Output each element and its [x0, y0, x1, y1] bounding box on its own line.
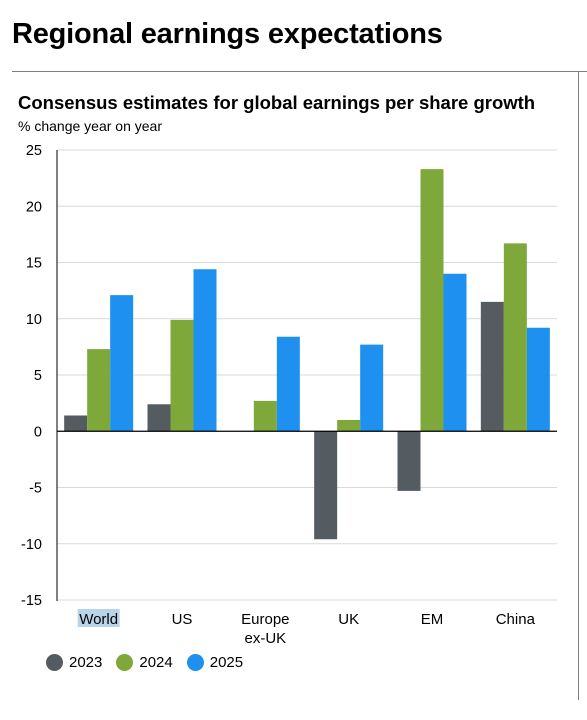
y-tick-label: -15 — [21, 593, 42, 609]
bar-2023-1 — [147, 404, 171, 432]
x-category-label: Europe — [241, 611, 289, 628]
y-tick-label: 25 — [26, 143, 42, 159]
y-tick-label: -10 — [21, 537, 42, 553]
bar-2024-0 — [87, 349, 111, 432]
legend-label: 2025 — [209, 654, 244, 671]
category-highlight — [77, 609, 120, 627]
bar-2025-5 — [526, 327, 550, 432]
x-category-label: China — [496, 611, 536, 628]
bar-2025-2 — [276, 336, 300, 432]
legend-dot — [116, 654, 134, 671]
legend-label: 2023 — [69, 654, 103, 671]
bar-2025-1 — [193, 269, 217, 432]
bar-2025-4 — [443, 273, 467, 432]
y-tick-label: 20 — [26, 199, 42, 215]
bar-2023-5 — [480, 301, 504, 432]
bar-2024-3 — [337, 420, 361, 432]
bar-2024-5 — [503, 243, 527, 432]
bar-2024-2 — [253, 400, 277, 432]
x-category-label: UK — [338, 611, 359, 628]
x-category-label: US — [172, 611, 193, 628]
y-tick-label: 15 — [26, 256, 42, 272]
x-category-label: ex-UK — [244, 630, 286, 647]
bar-2025-0 — [110, 295, 134, 432]
chart-subtitle: % change year on year — [18, 118, 162, 134]
legend-item-2024: 2024 — [116, 654, 173, 671]
legend-item-2025: 2025 — [186, 654, 244, 671]
y-tick-label: 0 — [34, 424, 42, 440]
x-category-label: World — [79, 611, 118, 628]
bar-2024-1 — [170, 319, 194, 432]
legend-item-2023: 2023 — [46, 654, 102, 671]
y-tick-label: 5 — [34, 368, 42, 384]
page-title: Regional earnings expectations — [12, 18, 443, 50]
bar-2024-4 — [420, 169, 444, 432]
chart-legend: 2023 2024 2025 — [46, 654, 257, 671]
x-category-label: EM — [421, 611, 444, 628]
title-divider — [12, 71, 587, 72]
legend-dot — [46, 654, 63, 671]
y-tick-label: 10 — [26, 312, 42, 328]
bar-2023-3 — [314, 431, 338, 540]
legend-dot — [186, 654, 204, 671]
y-tick-label: -5 — [29, 481, 42, 497]
bar-2025-3 — [360, 344, 384, 432]
bar-2023-4 — [397, 431, 421, 491]
chart-title: Consensus estimates for global earnings … — [18, 92, 536, 113]
legend-label: 2024 — [139, 654, 173, 671]
right-divider — [578, 72, 579, 700]
bar-2023-0 — [64, 415, 88, 432]
